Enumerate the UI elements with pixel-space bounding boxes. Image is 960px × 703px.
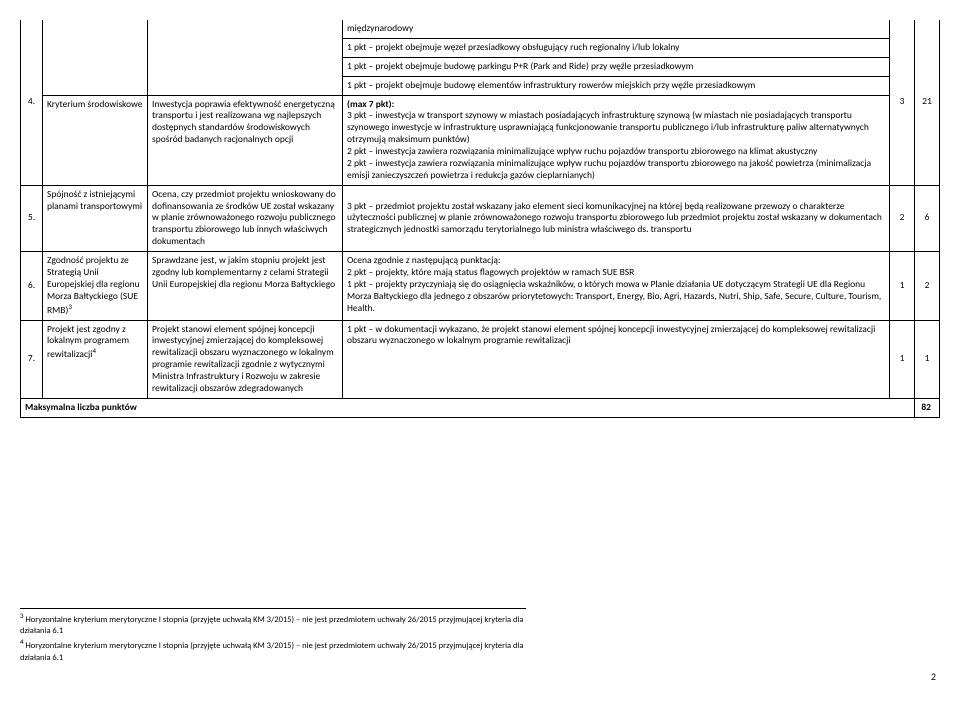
criterion-desc: Inwestycja poprawia efektywność energety… <box>148 95 343 185</box>
cell-empty <box>43 20 148 95</box>
criteria-cell: Ocena zgodnie z następującą punktacją: 2… <box>343 252 890 321</box>
table-row: 4. międzynarodowy 3 21 <box>21 20 940 38</box>
score-cell: 1 <box>890 320 915 398</box>
criterion-name: Projekt jest zgodny z lokalnym programem… <box>43 320 148 398</box>
score-cell: 6 <box>915 185 940 251</box>
criteria-cell: międzynarodowy <box>343 20 890 38</box>
criteria-cell: 1 pkt – w dokumentacji wykazano, że proj… <box>343 320 890 398</box>
footnote-text: Horyzontalne kryterium merytoryczne I st… <box>20 641 524 662</box>
footnote-text: Horyzontalne kryterium merytoryczne I st… <box>20 614 524 635</box>
criterion-desc: Ocena, czy przedmiot projektu wnioskowan… <box>148 185 343 251</box>
criterion-desc: Projekt stanowi element spójnej koncepcj… <box>148 320 343 398</box>
criteria-cell: 1 pkt – projekt obejmuje budowę parkingu… <box>343 57 890 76</box>
criterion-desc: Sprawdzane jest, w jakim stopniu projekt… <box>148 252 343 321</box>
max-value: 82 <box>915 398 940 417</box>
criteria-text: 1 pkt – w dokumentacji wykazano, że proj… <box>347 323 875 347</box>
criteria-cell: 1 pkt – projekt obejmuje budowę elementó… <box>343 76 890 95</box>
max-points-row: Maksymalna liczba punktów 82 <box>21 398 940 417</box>
score-cell: 1 <box>890 252 915 321</box>
score-cell: 1 <box>915 320 940 398</box>
criteria-table: 4. międzynarodowy 3 21 1 pkt – projekt o… <box>20 20 940 418</box>
criterion-name: Zgodność projektu ze Strategią Unii Euro… <box>43 252 148 321</box>
table-row: 5. Spójność z istniejącymi planami trans… <box>21 185 940 251</box>
criteria-cell: 3 pkt – przedmiot projektu został wskaza… <box>343 185 890 251</box>
criteria-text: Ocena zgodnie z następującą punktacją: 2… <box>347 254 881 314</box>
score-cell: 3 <box>890 20 915 185</box>
criterion-name: Spójność z istniejącymi planami transpor… <box>43 185 148 251</box>
table-row: 6. Zgodność projektu ze Strategią Unii E… <box>21 252 940 321</box>
score-cell: 21 <box>915 20 940 185</box>
row-num: 7. <box>21 320 43 398</box>
page-number: 2 <box>20 670 940 683</box>
footnote: 4 Horyzontalne kryterium merytoryczne I … <box>20 637 526 664</box>
footnotes: 3 Horyzontalne kryterium merytoryczne I … <box>20 608 526 665</box>
score-cell: 2 <box>890 185 915 251</box>
footnote: 3 Horyzontalne kryterium merytoryczne I … <box>20 611 526 638</box>
row-num: 6. <box>21 252 43 321</box>
row-num: 5. <box>21 185 43 251</box>
table-row: 7. Projekt jest zgodny z lokalnym progra… <box>21 320 940 398</box>
criteria-cell: (max 7 pkt):3 pkt – inwestycja w transpo… <box>343 95 890 185</box>
criteria-text: 3 pkt – przedmiot projektu został wskaza… <box>347 200 882 236</box>
max-label: Maksymalna liczba punktów <box>21 398 915 417</box>
criterion-name: Kryterium środowiskowe <box>43 95 148 185</box>
criteria-text: 3 pkt – inwestycja w transport szynowy w… <box>347 109 871 180</box>
row-num: 4. <box>21 20 43 185</box>
table-row: Kryterium środowiskowe Inwestycja popraw… <box>21 95 940 185</box>
score-cell: 2 <box>915 252 940 321</box>
criteria-cell: 1 pkt – projekt obejmuje węzeł przesiadk… <box>343 38 890 57</box>
cell-empty <box>148 20 343 95</box>
criteria-title: (max 7 pkt): <box>347 98 394 110</box>
